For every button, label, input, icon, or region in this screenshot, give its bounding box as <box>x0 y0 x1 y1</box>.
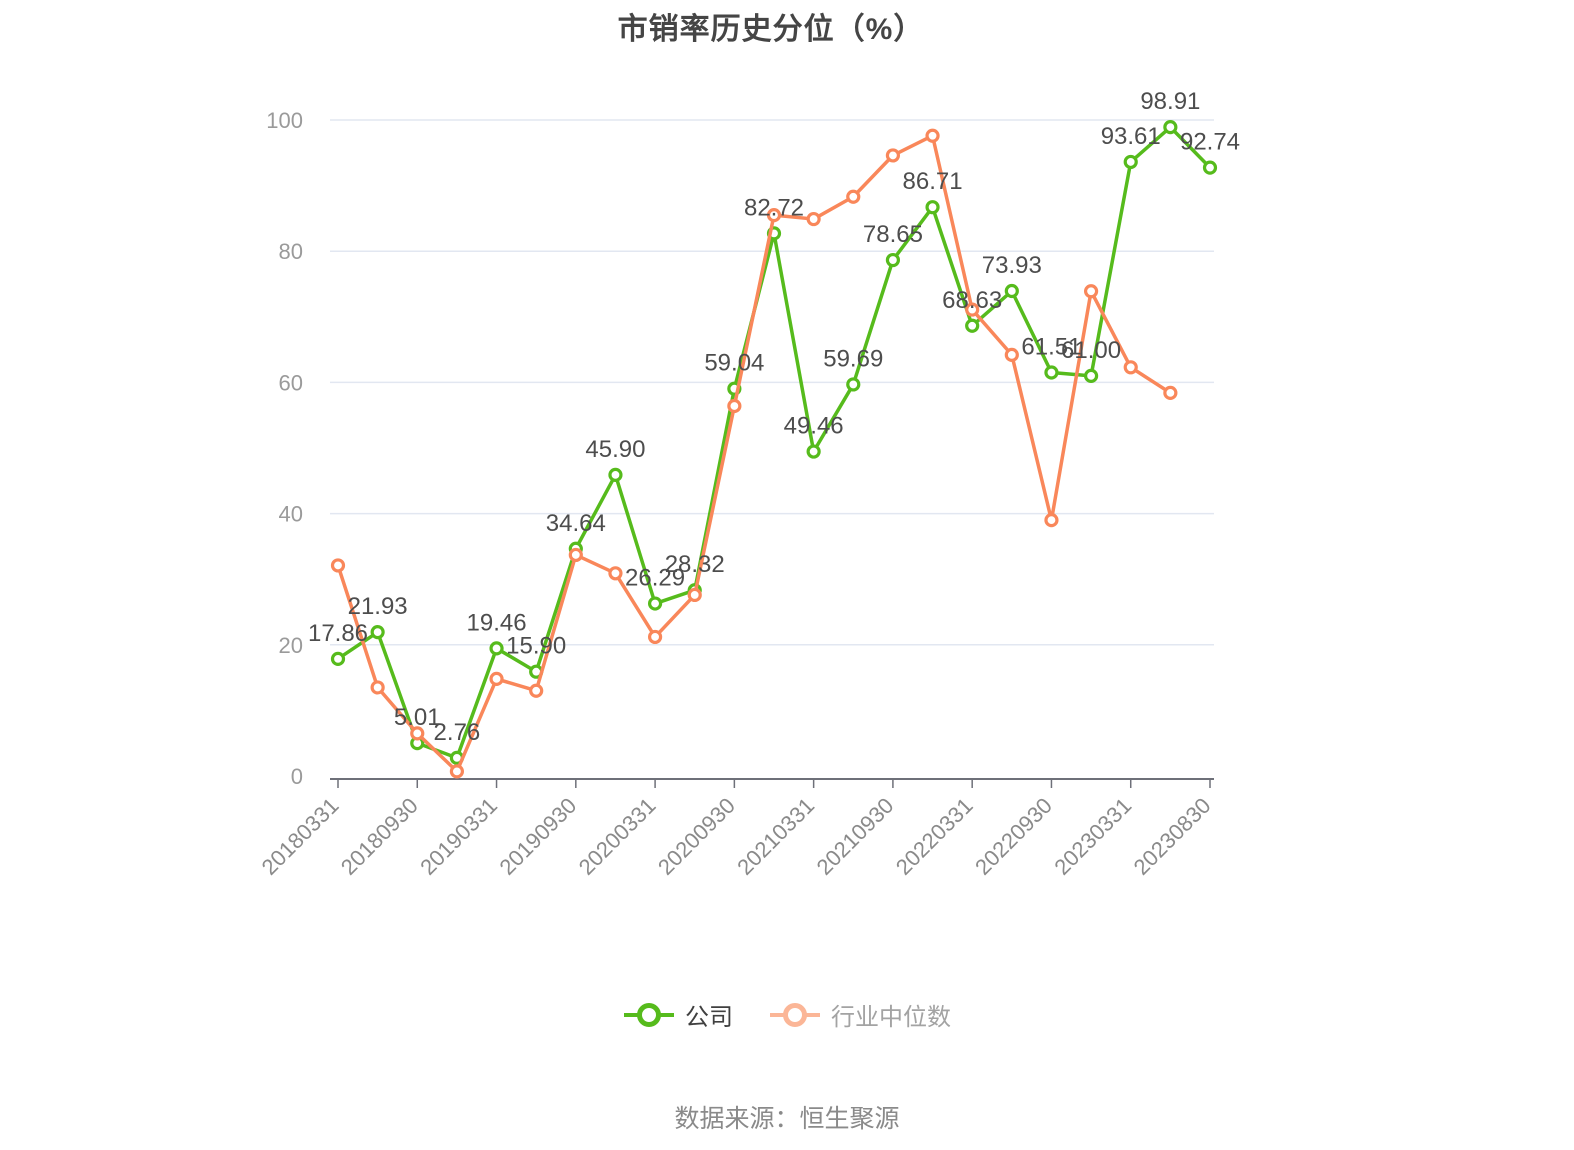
svg-text:28.32: 28.32 <box>665 551 725 578</box>
svg-text:78.65: 78.65 <box>863 221 923 248</box>
svg-text:59.69: 59.69 <box>823 345 883 372</box>
svg-text:20: 20 <box>279 633 303 658</box>
industry-median-markers[interactable] <box>330 128 1178 779</box>
svg-text:40: 40 <box>279 502 303 527</box>
line-marker-icon <box>770 1002 820 1027</box>
svg-text:59.04: 59.04 <box>704 350 764 377</box>
svg-text:73.93: 73.93 <box>982 252 1042 279</box>
legend-label-company: 公司 <box>685 1004 733 1031</box>
svg-text:20210930: 20210930 <box>812 793 899 880</box>
legend-item-company[interactable]: 公司 <box>623 997 733 1032</box>
svg-text:20220930: 20220930 <box>970 793 1057 880</box>
legend-label-industry-median: 行业中位数 <box>831 1004 951 1031</box>
svg-text:82.72: 82.72 <box>744 194 804 221</box>
svg-text:0: 0 <box>291 764 303 789</box>
svg-text:26.29: 26.29 <box>625 565 685 592</box>
svg-text:92.74: 92.74 <box>1180 129 1240 156</box>
svg-text:60: 60 <box>279 370 303 395</box>
svg-text:20180930: 20180930 <box>336 793 423 880</box>
chart-plot[interactable]: 0 20 40 60 80 100 2018033120180930201903312019… <box>0 0 1574 960</box>
svg-text:5.01: 5.01 <box>394 704 441 731</box>
svg-text:20220331: 20220331 <box>891 793 978 880</box>
y-axis-labels: 0 20 40 60 80 100 <box>266 108 303 789</box>
svg-text:20230331: 20230331 <box>1049 793 1136 880</box>
svg-text:20230830: 20230830 <box>1129 793 1216 880</box>
svg-text:34.64: 34.64 <box>546 510 606 537</box>
chart-title: 市销率历史分位（%） <box>617 13 925 46</box>
svg-text:2.76: 2.76 <box>434 719 481 746</box>
svg-text:98.91: 98.91 <box>1140 88 1200 115</box>
gridlines <box>330 119 1214 646</box>
svg-text:100: 100 <box>266 108 303 133</box>
svg-text:20210331: 20210331 <box>732 793 819 880</box>
svg-text:21.93: 21.93 <box>348 593 408 620</box>
svg-text:80: 80 <box>279 239 303 264</box>
line-marker-icon <box>624 1002 674 1027</box>
svg-text:45.90: 45.90 <box>585 436 645 463</box>
svg-text:61.51: 61.51 <box>1021 333 1081 360</box>
svg-text:15.90: 15.90 <box>506 633 566 660</box>
svg-text:93.61: 93.61 <box>1101 123 1161 150</box>
svg-text:17.86: 17.86 <box>308 620 368 647</box>
legend-item-industry-median[interactable]: 行业中位数 <box>769 997 951 1032</box>
svg-text:20190331: 20190331 <box>415 793 502 880</box>
legend: 公司 行业中位数 <box>0 997 1574 1032</box>
svg-text:20190930: 20190930 <box>494 793 581 880</box>
svg-text:61.00: 61.00 <box>1061 337 1121 364</box>
svg-text:20200930: 20200930 <box>653 793 740 880</box>
svg-text:19.46: 19.46 <box>467 609 527 636</box>
x-axis-labels: 2018033120180930201903312019093020200331… <box>257 779 1216 880</box>
industry-median-line <box>336 133 1173 774</box>
svg-text:20200331: 20200331 <box>574 793 661 880</box>
svg-text:86.71: 86.71 <box>903 168 963 195</box>
svg-text:68.63: 68.63 <box>942 287 1002 314</box>
data-source-note: 数据来源：恒生聚源 <box>674 1105 900 1133</box>
svg-text:20180331: 20180331 <box>257 793 344 880</box>
svg-text:49.46: 49.46 <box>784 413 844 440</box>
